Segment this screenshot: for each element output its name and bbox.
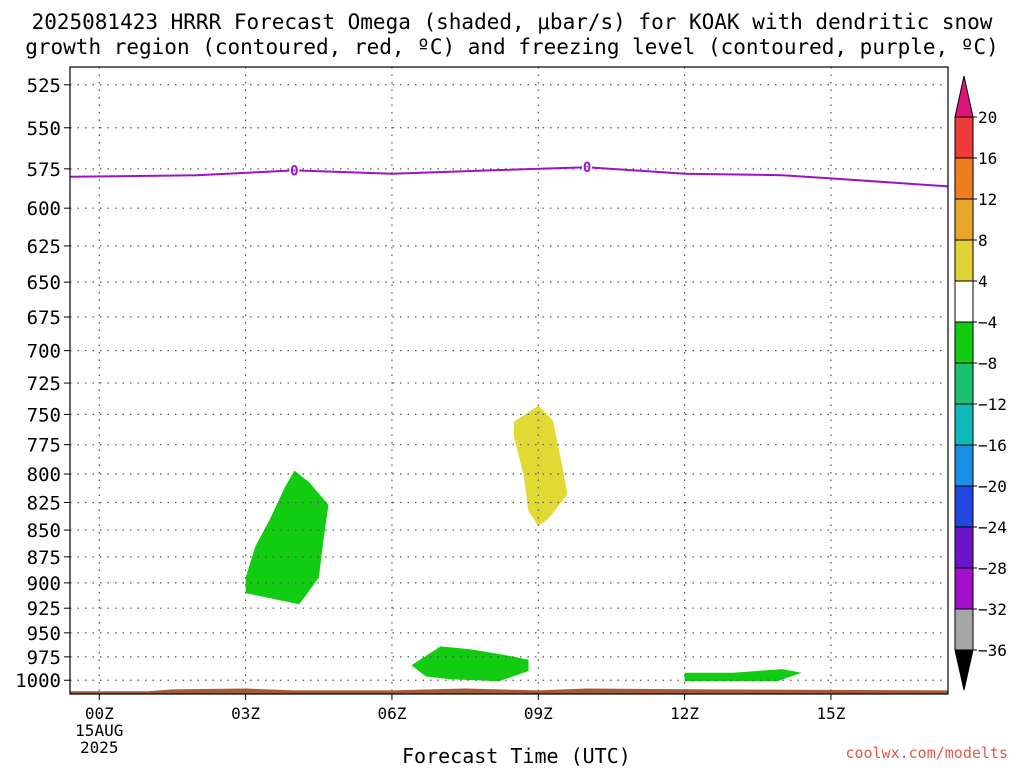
y-tick-label-575: 575 (27, 159, 61, 181)
y-tick-label-850: 850 (27, 520, 61, 542)
chart-title-line-2: growth region (contoured, red, ºC) and f… (25, 35, 999, 59)
y-tick-label-525: 525 (27, 75, 61, 97)
colorbar-label-2: 12 (978, 190, 997, 209)
y-tick-label-900: 900 (27, 573, 61, 595)
freezing-level-label-0: 0 (290, 163, 298, 179)
x-tick-label-06Z: 06Z (377, 704, 406, 723)
y-tick-label-925: 925 (27, 598, 61, 620)
x-tick-sublabel-1: 2025 (80, 738, 119, 757)
colorbar-label-4: 4 (978, 272, 988, 291)
omega-region-green-12z-low (684, 669, 802, 682)
colorbar-segment-3 (954, 239, 974, 282)
colorbar-label-7: −12 (978, 395, 1007, 414)
y-tick-label-975: 975 (27, 647, 61, 669)
colorbar-segment-1 (954, 157, 974, 200)
y-tick-label-600: 600 (27, 198, 61, 220)
y-tick-label-700: 700 (27, 341, 61, 363)
colorbar-label-10: −24 (978, 518, 1007, 537)
freezing-level-label-1: 0 (583, 160, 591, 176)
freezing-level-label-bg-1 (582, 160, 593, 175)
plot-border (69, 66, 949, 695)
x-tick-label-15Z: 15Z (816, 704, 845, 723)
colorbar-label-12: −32 (978, 600, 1007, 619)
freezing-level-line (69, 166, 949, 188)
colorbar-segment-12 (954, 608, 974, 651)
colorbar-label-3: 8 (978, 231, 988, 250)
terrain-fill (70, 688, 948, 694)
colorbar-label-1: 16 (978, 149, 997, 168)
colorbar-top-arrow (954, 75, 974, 118)
credit-link[interactable]: coolwx.com/modelts (845, 744, 1008, 762)
colorbar-segment-5 (954, 321, 974, 364)
y-tick-label-875: 875 (27, 547, 61, 569)
y-tick-label-675: 675 (27, 307, 61, 329)
x-tick-sublabel-0: 15AUG (75, 721, 123, 740)
omega-region-green-7z-low (411, 646, 529, 682)
colorbar-bottom-arrow (954, 649, 974, 691)
colorbar-label-5: −4 (978, 313, 997, 332)
chart-title-line-1: 2025081423 HRRR Forecast Omega (shaded, … (31, 10, 993, 34)
colorbar-label-8: −16 (978, 436, 1007, 455)
colorbar-label-9: −20 (978, 477, 1007, 496)
colorbar-label-6: −8 (978, 354, 997, 373)
colorbar-label-13: −36 (978, 641, 1007, 660)
y-tick-label-800: 800 (27, 464, 61, 486)
colorbar-segment-9 (954, 485, 974, 528)
colorbar-segment-6 (954, 362, 974, 405)
freezing-level-label-bg-0 (289, 163, 300, 178)
colorbar-segment-2 (954, 198, 974, 241)
y-tick-label-825: 825 (27, 492, 61, 514)
x-tick-label-12Z: 12Z (670, 704, 699, 723)
y-tick-label-650: 650 (27, 272, 61, 294)
colorbar-label-0: 20 (978, 108, 997, 127)
colorbar-segment-4 (954, 280, 974, 323)
omega-region-yellow-9z (513, 405, 568, 526)
colorbar-label-11: −28 (978, 559, 1007, 578)
x-tick-label-09Z: 09Z (524, 704, 553, 723)
y-tick-label-725: 725 (27, 373, 61, 395)
y-tick-label-950: 950 (27, 623, 61, 645)
plot-area (70, 67, 948, 694)
colorbar-segment-8 (954, 444, 974, 487)
y-tick-label-625: 625 (27, 236, 61, 258)
omega-region-green-3z-upper (245, 470, 329, 605)
x-tick-label-00Z: 00Z (85, 704, 114, 723)
x-axis-title: Forecast Time (UTC) (402, 744, 631, 768)
colorbar-segment-7 (954, 403, 974, 446)
colorbar-segment-11 (954, 567, 974, 610)
colorbar-segment-10 (954, 526, 974, 569)
y-tick-label-550: 550 (27, 118, 61, 140)
y-tick-label-750: 750 (27, 404, 61, 426)
y-tick-label-775: 775 (27, 435, 61, 457)
y-tick-label-1000: 1000 (15, 670, 61, 692)
colorbar-segment-0 (954, 116, 974, 159)
x-tick-label-03Z: 03Z (231, 704, 260, 723)
